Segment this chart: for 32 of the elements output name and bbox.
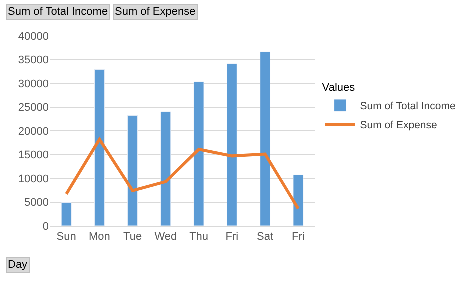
x-tick-label: Tue — [124, 231, 142, 244]
y-tick-label: 15000 — [18, 150, 49, 162]
text: Day — [8, 259, 28, 271]
bar — [293, 174, 304, 226]
legend-label: Sum of Expense — [360, 120, 438, 132]
x-tick-label: Thu — [190, 231, 209, 244]
y-tick-label: 35000 — [18, 54, 49, 67]
bar — [226, 64, 238, 226]
text: Sum of Total Income — [8, 6, 108, 18]
x-tick-label: Wed — [154, 231, 178, 244]
x-tick-label: Fri — [226, 231, 239, 244]
y-tick-label: 5000 — [24, 197, 49, 210]
y-tick-label: 10000 — [18, 173, 49, 186]
legend-label: Sum of Total Income — [360, 100, 456, 113]
x-tick-label: Sun — [56, 231, 76, 244]
bar — [194, 82, 204, 226]
x-tick-label: Fri — [292, 231, 305, 244]
bar — [94, 69, 105, 226]
x-tick-label: Sat — [257, 231, 274, 244]
line-series — [65, 138, 300, 210]
text: Sum of Expense — [115, 6, 196, 18]
legend-title: Values — [322, 82, 356, 94]
x-tick-label: Mon — [88, 231, 110, 244]
y-tick-label: 25000 — [18, 102, 49, 114]
bar — [128, 116, 138, 226]
y-tick-label: 30000 — [18, 78, 49, 90]
bar — [260, 52, 271, 226]
y-tick-label: 20000 — [18, 126, 49, 138]
y-tick-label: 0 — [42, 220, 49, 233]
bar — [61, 202, 72, 226]
y-tick-label: 40000 — [18, 30, 49, 43]
bar — [160, 112, 172, 226]
